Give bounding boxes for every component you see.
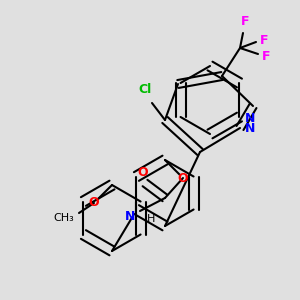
Text: CH₃: CH₃ [53,213,74,223]
Text: F: F [262,50,271,62]
Text: F: F [260,34,269,46]
Text: F: F [241,15,249,28]
Text: N: N [124,209,135,223]
Text: N: N [244,112,255,125]
Text: N: N [245,122,255,136]
Text: O: O [178,172,188,184]
Text: O: O [89,196,99,209]
Text: Cl: Cl [138,83,152,96]
Text: H: H [147,214,155,224]
Text: O: O [138,166,148,179]
